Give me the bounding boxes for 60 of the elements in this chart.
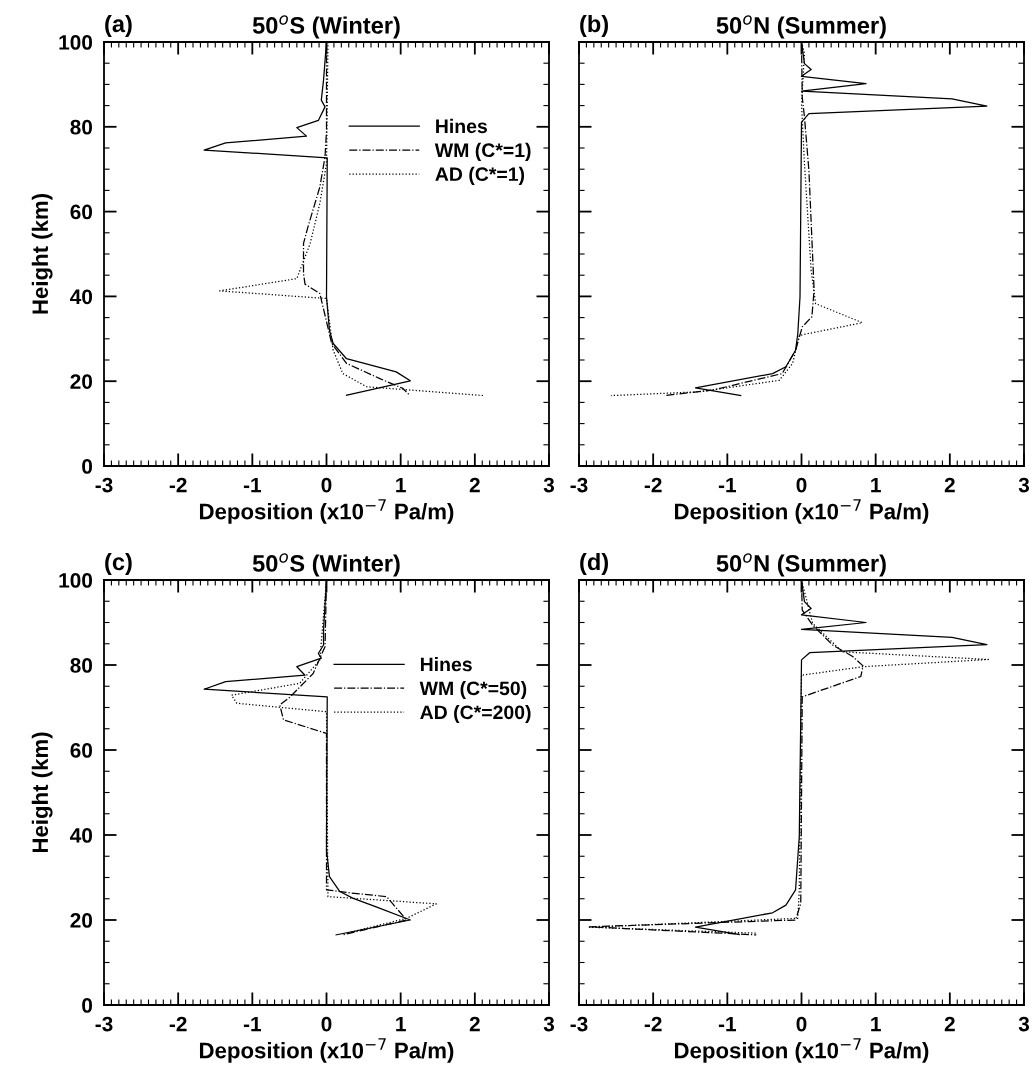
- y-tick-label: 0: [82, 998, 93, 1013]
- x-tick-label: -3: [570, 1016, 588, 1032]
- chart-title: 50$^{o}$N (Summer): [716, 553, 886, 577]
- y-axis-title: Height (km): [31, 732, 53, 853]
- legend-label: WM (C*=50): [419, 680, 527, 700]
- x-tick-label: 2: [944, 1016, 955, 1032]
- text: (a): [105, 14, 132, 37]
- y-tick-label: 60: [70, 743, 93, 758]
- legend-label: AD (C*=1): [435, 166, 525, 185]
- x-tick-label: -1: [243, 1016, 262, 1032]
- x-tick-label: -1: [243, 477, 262, 493]
- y-tick-label: 80: [70, 119, 93, 135]
- x-tick-label: -2: [644, 1016, 662, 1032]
- x-tick-label: 0: [796, 1016, 807, 1032]
- x-tick-label: 3: [543, 477, 555, 493]
- x-tick-label: 1: [396, 477, 406, 493]
- x-axis-title: Deposition (x10$^{−7}$ Pa/m): [674, 1038, 929, 1063]
- x-tick-label: 3: [1018, 1016, 1030, 1032]
- y-tick-label: 80: [70, 658, 93, 673]
- x-tick-label: 1: [396, 1016, 406, 1032]
- legend-label: WM (C*=1): [434, 142, 531, 161]
- x-tick-label: 3: [1018, 477, 1030, 493]
- x-tick-label: -2: [169, 1016, 187, 1032]
- x-tick-label: 1: [871, 1016, 881, 1032]
- y-axis-title: Height (km): [31, 193, 53, 314]
- x-tick-label: 1: [871, 477, 881, 493]
- y-tick-label: 40: [70, 289, 93, 305]
- x-axis-title: Deposition (x10$^{−7}$ Pa/m): [199, 1038, 454, 1063]
- x-tick-label: -3: [95, 477, 113, 493]
- text: (c): [105, 552, 132, 575]
- x-tick-label: 2: [469, 1016, 480, 1032]
- x-axis-title: Deposition (x10$^{−7}$ Pa/m): [199, 499, 454, 524]
- text: (b): [580, 14, 608, 37]
- x-tick-label: -2: [169, 477, 187, 493]
- x-tick-label: 3: [543, 1016, 555, 1032]
- x-tick-label: -3: [570, 477, 588, 493]
- x-tick-label: -3: [95, 1016, 113, 1032]
- x-tick-label: -1: [718, 1016, 737, 1032]
- y-tick-label: 20: [70, 374, 93, 389]
- x-axis-title: Deposition (x10$^{−7}$ Pa/m): [674, 499, 929, 524]
- legend-label: Hines: [436, 118, 487, 134]
- y-tick-label: 60: [70, 204, 93, 220]
- x-tick-label: 2: [469, 477, 480, 493]
- text: (d): [580, 552, 608, 575]
- y-tick-label: 100: [59, 35, 93, 50]
- legend-label: Hines: [420, 657, 472, 672]
- chart-title: 50$^{o}$S (Winter): [252, 553, 400, 577]
- y-tick-label: 100: [59, 573, 93, 588]
- chart-title: 50$^{o}$S (Winter): [252, 15, 400, 39]
- y-tick-label: 20: [70, 913, 93, 928]
- x-tick-label: 2: [944, 477, 955, 493]
- x-tick-label: 0: [321, 1016, 332, 1032]
- x-tick-label: -1: [718, 477, 737, 493]
- x-tick-label: 0: [796, 477, 807, 493]
- y-tick-label: 0: [82, 459, 93, 474]
- x-tick-label: 0: [321, 477, 332, 493]
- legend-label: AD (C*=200): [420, 704, 531, 724]
- chart-title: 50$^{o}$N (Summer): [716, 15, 886, 39]
- y-tick-label: 40: [70, 828, 93, 843]
- x-tick-label: -2: [644, 477, 662, 493]
